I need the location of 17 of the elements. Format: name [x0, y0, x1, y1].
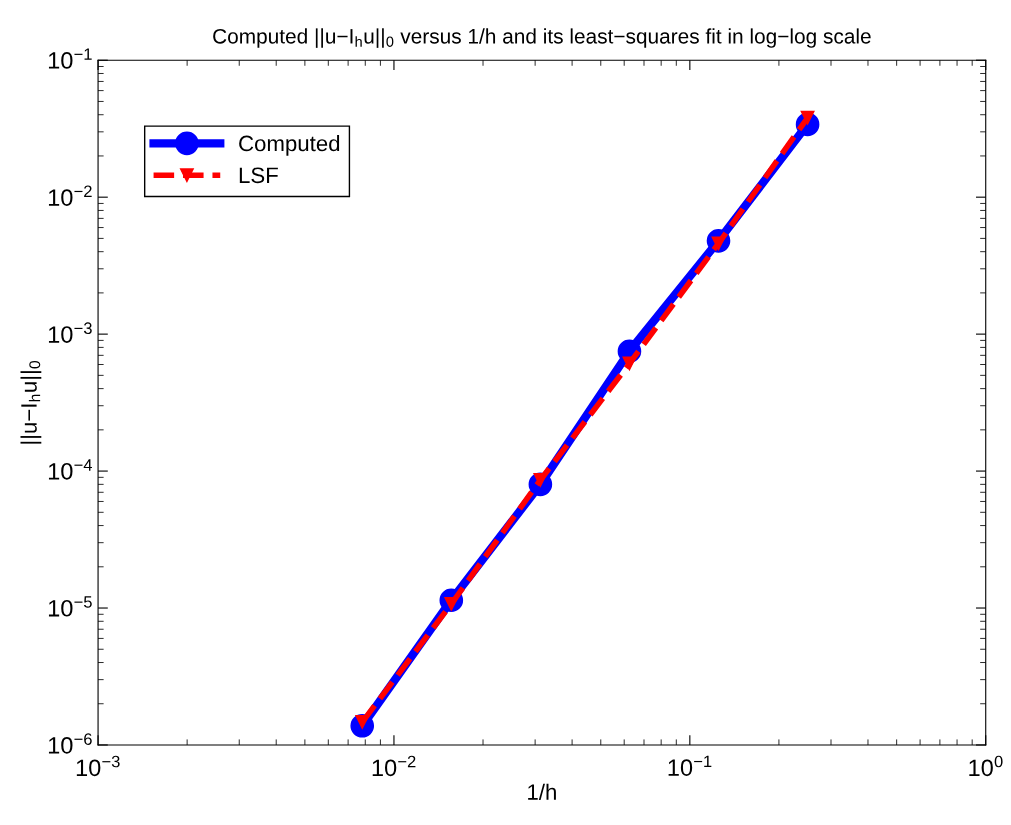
x-tick-label: 10$^{−1}$: [668, 755, 712, 776]
point: [622, 356, 637, 371]
y-axis-title: ||u−I$_{h}$u||$_{0}$: [20, 360, 42, 444]
y-tick-label: 10$^{−2}$: [48, 185, 92, 206]
legend-label: Computed: [239, 135, 340, 156]
chart-title: Computed ||u−I$_{h}$u||$_{0}$ versus 1/h and its least−squares fit in log−log scale: [213, 28, 871, 48]
y-tick-label: 10$^{−4}$: [48, 459, 93, 480]
y-tick-label: 10$^{−5}$: [48, 596, 92, 617]
x-axis-title: 1/h: [528, 783, 556, 800]
legend-label: LSF: [239, 167, 278, 184]
point: [800, 110, 815, 125]
x-tick-label: 10$^{−2}$: [372, 755, 416, 777]
x-tick-label: 10$^{0}$: [969, 755, 1003, 777]
x-tick-label: 10$^{−3}$: [76, 755, 120, 777]
y-tick-label: 10$^{−3}$: [48, 322, 92, 343]
y-tick-label: 10$^{−1}$: [48, 48, 92, 69]
y-tick-label: 10$^{−6}$: [48, 733, 92, 754]
